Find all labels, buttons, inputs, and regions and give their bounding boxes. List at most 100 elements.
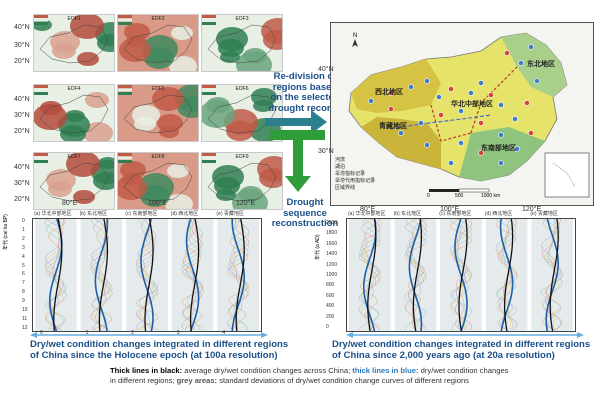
record-point bbox=[448, 86, 454, 92]
guide-arrowhead bbox=[346, 332, 353, 338]
record-curve bbox=[44, 219, 64, 331]
eof-label: EOF3 bbox=[235, 16, 249, 22]
y-tick: 0 bbox=[326, 324, 329, 330]
record-curve bbox=[450, 219, 469, 331]
record-curve bbox=[450, 219, 472, 331]
y-tick: 1200 bbox=[326, 261, 338, 268]
t-bar bbox=[269, 130, 325, 140]
y-tick: 5 bbox=[22, 262, 25, 269]
regional-mean-curve bbox=[185, 219, 200, 331]
std-band bbox=[394, 219, 437, 331]
eof-panel: EOF9 bbox=[201, 152, 283, 210]
column-header: (c) 东南部地区 bbox=[439, 211, 472, 217]
record-point bbox=[478, 150, 484, 156]
eof-colorbar bbox=[34, 15, 48, 25]
lat-label: 20°N bbox=[14, 128, 30, 135]
eof-colorbar bbox=[118, 15, 132, 25]
lon-label: 80°E bbox=[62, 200, 78, 207]
column-header: (e) 青藏地区 bbox=[530, 211, 558, 217]
eof-pattern bbox=[34, 85, 114, 141]
y-tick: 8 bbox=[22, 289, 25, 296]
eof-pattern bbox=[202, 85, 282, 141]
lat-label: 40°N bbox=[14, 164, 30, 171]
record-curve bbox=[358, 219, 381, 331]
eof-label: EOF6 bbox=[235, 86, 249, 92]
eof-colorbar bbox=[118, 85, 132, 95]
lat-label: 40°N bbox=[14, 96, 30, 103]
guide-arrows bbox=[30, 332, 584, 338]
eof-colorbar bbox=[202, 85, 216, 95]
region-label-southeast: 东南部地区 bbox=[481, 145, 516, 152]
guide-arrowhead bbox=[30, 332, 37, 338]
eof-colorbar bbox=[34, 85, 48, 95]
scalebar bbox=[429, 188, 490, 193]
eof-label: EOF7 bbox=[67, 154, 81, 160]
record-curve bbox=[135, 219, 156, 331]
scale-label-500: 500 bbox=[455, 193, 464, 199]
region-label-north-central: 华北中部地区 bbox=[451, 101, 493, 108]
eof-panel: EOF4 bbox=[33, 84, 115, 142]
column-header: (b) 东北地区 bbox=[393, 211, 422, 217]
y-tick: 1800 bbox=[326, 230, 338, 237]
record-point bbox=[528, 130, 534, 136]
record-point bbox=[534, 78, 540, 84]
eof-label: EOF1 bbox=[67, 16, 81, 22]
lon-label: 100°E bbox=[148, 200, 168, 207]
reconstruction-text: Drought sequence reconstruction bbox=[271, 197, 339, 230]
china-mean-curve bbox=[503, 219, 514, 331]
recent-curves bbox=[349, 219, 573, 331]
legend-item: 旱涝代用指标记录 bbox=[335, 178, 376, 184]
svg-text:N: N bbox=[353, 33, 357, 39]
std-band bbox=[80, 219, 123, 331]
caption-recent: Dry/wet condition changes integrated in … bbox=[332, 339, 591, 361]
region-label-northeast: 东北地区 bbox=[527, 61, 555, 68]
record-point bbox=[468, 90, 474, 96]
record-curve bbox=[358, 219, 381, 331]
china-mean-curve bbox=[412, 219, 423, 331]
region-label-northwest: 西北地区 bbox=[375, 89, 403, 96]
eof-label: EOF2 bbox=[151, 16, 165, 22]
record-curve bbox=[184, 219, 204, 331]
y-tick: 600 bbox=[326, 292, 335, 299]
record-curve bbox=[358, 219, 381, 331]
record-curve bbox=[450, 219, 472, 331]
arrow-right-head bbox=[311, 110, 327, 134]
x-tick: 2 bbox=[131, 330, 134, 336]
y-tick: 800 bbox=[326, 282, 335, 289]
holocene-curves bbox=[35, 219, 259, 331]
record-curve bbox=[541, 219, 562, 331]
arrow-down-head bbox=[285, 176, 311, 192]
footnote-black-label: Thick lines in black: bbox=[110, 366, 183, 375]
eof-panel: EOF8 bbox=[117, 152, 199, 210]
china-mean-curve bbox=[144, 219, 154, 331]
record-curve bbox=[405, 219, 427, 331]
scale-label-0: 0 bbox=[427, 193, 430, 199]
x-tick: 1 bbox=[85, 330, 89, 336]
eof-colorbar bbox=[34, 153, 48, 163]
y-tick: 2 bbox=[22, 235, 25, 242]
china-mean-curve bbox=[235, 219, 245, 331]
eof-label: EOF4 bbox=[67, 86, 81, 92]
china-mean-curve bbox=[367, 219, 377, 331]
map-lon-label: 100°E bbox=[440, 206, 460, 213]
record-curve bbox=[405, 219, 427, 331]
footnote-blue-label: thick lines in blue: bbox=[352, 366, 419, 375]
record-point bbox=[498, 160, 504, 166]
record-point bbox=[514, 146, 520, 152]
column-header: (b) 东北地区 bbox=[79, 211, 108, 217]
china-mean-curve bbox=[98, 219, 109, 331]
eof-colorbar bbox=[202, 153, 216, 163]
footnote-grey-label: grey areas: bbox=[176, 375, 218, 385]
record-curve bbox=[227, 219, 249, 331]
column-header: (d) 西北地区 bbox=[484, 211, 513, 217]
record-point bbox=[458, 108, 464, 114]
y-tick: 1 bbox=[22, 226, 25, 233]
y-tick: 4 bbox=[22, 253, 25, 260]
record-curve bbox=[137, 219, 158, 331]
eof-panel: EOF2 bbox=[117, 14, 199, 72]
record-point bbox=[518, 60, 524, 66]
record-curve bbox=[181, 219, 204, 331]
legend-item: 湖泊 bbox=[335, 164, 346, 170]
y-tick: 0 bbox=[22, 218, 25, 224]
eof-pattern bbox=[118, 15, 198, 71]
